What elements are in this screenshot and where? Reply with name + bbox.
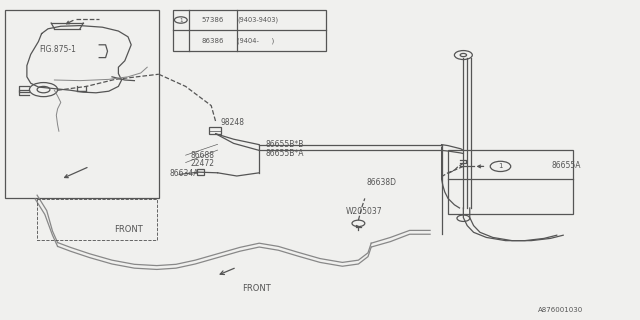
Bar [448, 150, 573, 214]
Text: (9403-9403): (9403-9403) [237, 17, 278, 23]
Text: A876001030: A876001030 [538, 308, 583, 313]
Text: 86655A: 86655A [552, 161, 581, 170]
Text: (9404-      ): (9404- ) [237, 37, 275, 44]
Text: 86638D: 86638D [366, 178, 396, 187]
Bar [197, 169, 204, 175]
Text: FRONT: FRONT [114, 225, 143, 234]
Text: FIG.875-1: FIG.875-1 [40, 45, 77, 54]
Bar [5, 10, 159, 198]
Bar [173, 10, 326, 51]
Text: 57386: 57386 [202, 17, 224, 23]
Text: 98248: 98248 [221, 118, 244, 127]
Text: 86655B*A: 86655B*A [266, 149, 304, 158]
Text: 86688: 86688 [191, 151, 215, 160]
Bar [209, 127, 221, 134]
Text: 86655B*B: 86655B*B [266, 140, 304, 149]
Text: 1: 1 [179, 18, 182, 22]
Text: FRONT: FRONT [242, 284, 271, 293]
Text: W205037: W205037 [346, 207, 382, 216]
Text: 22472: 22472 [191, 159, 215, 168]
Text: 86634A: 86634A [170, 169, 199, 178]
Text: 86386: 86386 [202, 38, 224, 44]
Text: 1: 1 [498, 164, 503, 169]
